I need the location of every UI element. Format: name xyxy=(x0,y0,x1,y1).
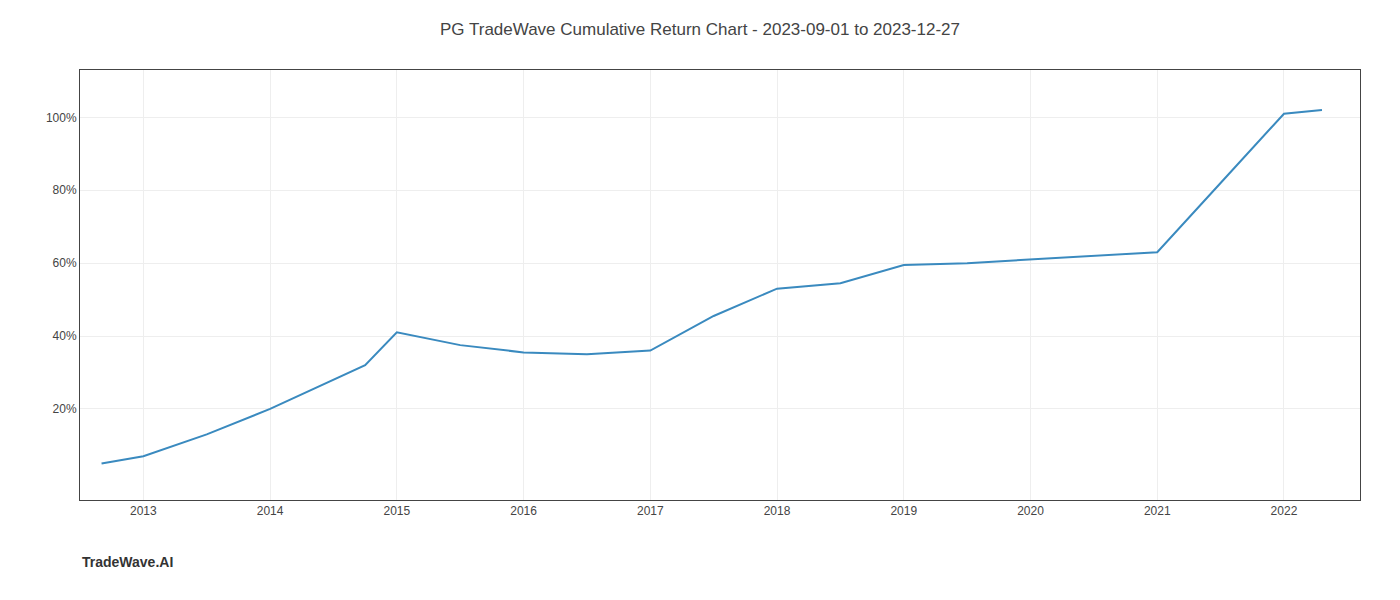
svg-text:2022: 2022 xyxy=(1271,504,1298,518)
svg-text:2016: 2016 xyxy=(510,504,537,518)
svg-text:2015: 2015 xyxy=(383,504,410,518)
svg-text:80%: 80% xyxy=(53,183,77,197)
svg-text:2019: 2019 xyxy=(890,504,917,518)
svg-text:2017: 2017 xyxy=(637,504,664,518)
svg-text:2013: 2013 xyxy=(130,504,157,518)
svg-text:2021: 2021 xyxy=(1144,504,1171,518)
svg-text:2014: 2014 xyxy=(257,504,284,518)
svg-text:20%: 20% xyxy=(53,402,77,416)
svg-text:2018: 2018 xyxy=(764,504,791,518)
svg-text:60%: 60% xyxy=(53,256,77,270)
svg-text:PG TradeWave Cumulative Return: PG TradeWave Cumulative Return Chart - 2… xyxy=(440,20,960,39)
svg-text:TradeWave.AI: TradeWave.AI xyxy=(82,554,173,570)
svg-text:40%: 40% xyxy=(53,329,77,343)
svg-text:2020: 2020 xyxy=(1017,504,1044,518)
svg-text:100%: 100% xyxy=(46,111,77,125)
